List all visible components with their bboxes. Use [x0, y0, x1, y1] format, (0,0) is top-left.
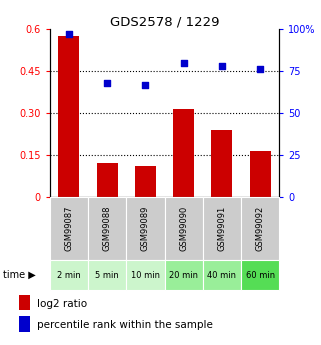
Point [66, 32, 72, 37]
Bar [97, 163, 118, 197]
Bar [88, 197, 126, 260]
Point [143, 82, 148, 87]
Bar [135, 166, 156, 197]
Point [105, 80, 110, 86]
Text: log2 ratio: log2 ratio [37, 299, 87, 309]
Text: GSM99091: GSM99091 [217, 206, 226, 251]
Bar [126, 197, 164, 260]
Bar [19, 316, 30, 332]
Bar [50, 260, 88, 290]
Text: percentile rank within the sample: percentile rank within the sample [37, 320, 213, 330]
Bar [241, 260, 279, 290]
Bar [19, 295, 30, 310]
Bar [164, 197, 203, 260]
Bar [241, 197, 279, 260]
Bar [164, 260, 203, 290]
Bar [250, 151, 271, 197]
Text: GSM99087: GSM99087 [65, 206, 74, 251]
Bar [58, 36, 79, 197]
Text: 60 min: 60 min [246, 270, 275, 280]
Bar [211, 130, 232, 197]
Text: 20 min: 20 min [169, 270, 198, 280]
Text: 2 min: 2 min [57, 270, 81, 280]
Bar [88, 260, 126, 290]
Bar [203, 260, 241, 290]
Text: 5 min: 5 min [95, 270, 119, 280]
Bar [126, 260, 164, 290]
Point [181, 60, 186, 66]
Text: GSM99090: GSM99090 [179, 206, 188, 251]
Text: GSM99092: GSM99092 [256, 206, 265, 251]
Point [257, 67, 263, 72]
Bar [173, 109, 194, 197]
Text: GSM99088: GSM99088 [103, 206, 112, 251]
Point [219, 63, 224, 69]
Bar [203, 197, 241, 260]
Text: GSM99089: GSM99089 [141, 206, 150, 251]
Text: time ▶: time ▶ [3, 270, 36, 280]
Text: 10 min: 10 min [131, 270, 160, 280]
Text: 40 min: 40 min [207, 270, 236, 280]
Bar [50, 197, 88, 260]
Title: GDS2578 / 1229: GDS2578 / 1229 [110, 15, 219, 28]
